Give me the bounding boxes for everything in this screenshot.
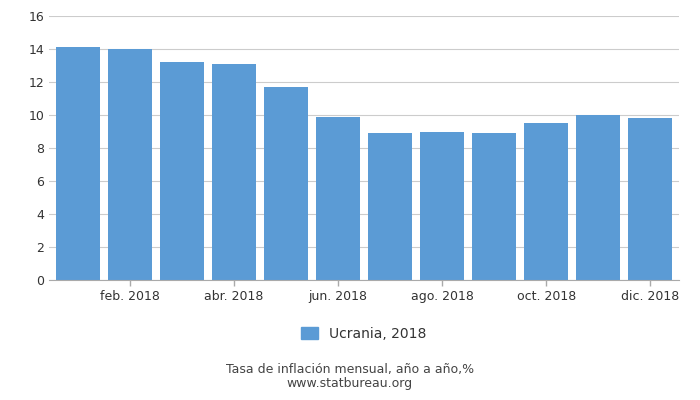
Bar bbox=[420, 132, 464, 280]
Bar bbox=[264, 87, 308, 280]
Bar bbox=[576, 115, 620, 280]
Bar bbox=[368, 133, 412, 280]
Bar bbox=[55, 47, 100, 280]
Bar bbox=[628, 118, 673, 280]
Text: Tasa de inflación mensual, año a año,%: Tasa de inflación mensual, año a año,% bbox=[226, 364, 474, 376]
Legend: Ucrania, 2018: Ucrania, 2018 bbox=[302, 326, 426, 340]
Bar bbox=[211, 64, 256, 280]
Text: www.statbureau.org: www.statbureau.org bbox=[287, 378, 413, 390]
Bar bbox=[108, 49, 152, 280]
Bar bbox=[472, 133, 517, 280]
Bar bbox=[316, 117, 360, 280]
Bar bbox=[524, 123, 568, 280]
Bar bbox=[160, 62, 204, 280]
